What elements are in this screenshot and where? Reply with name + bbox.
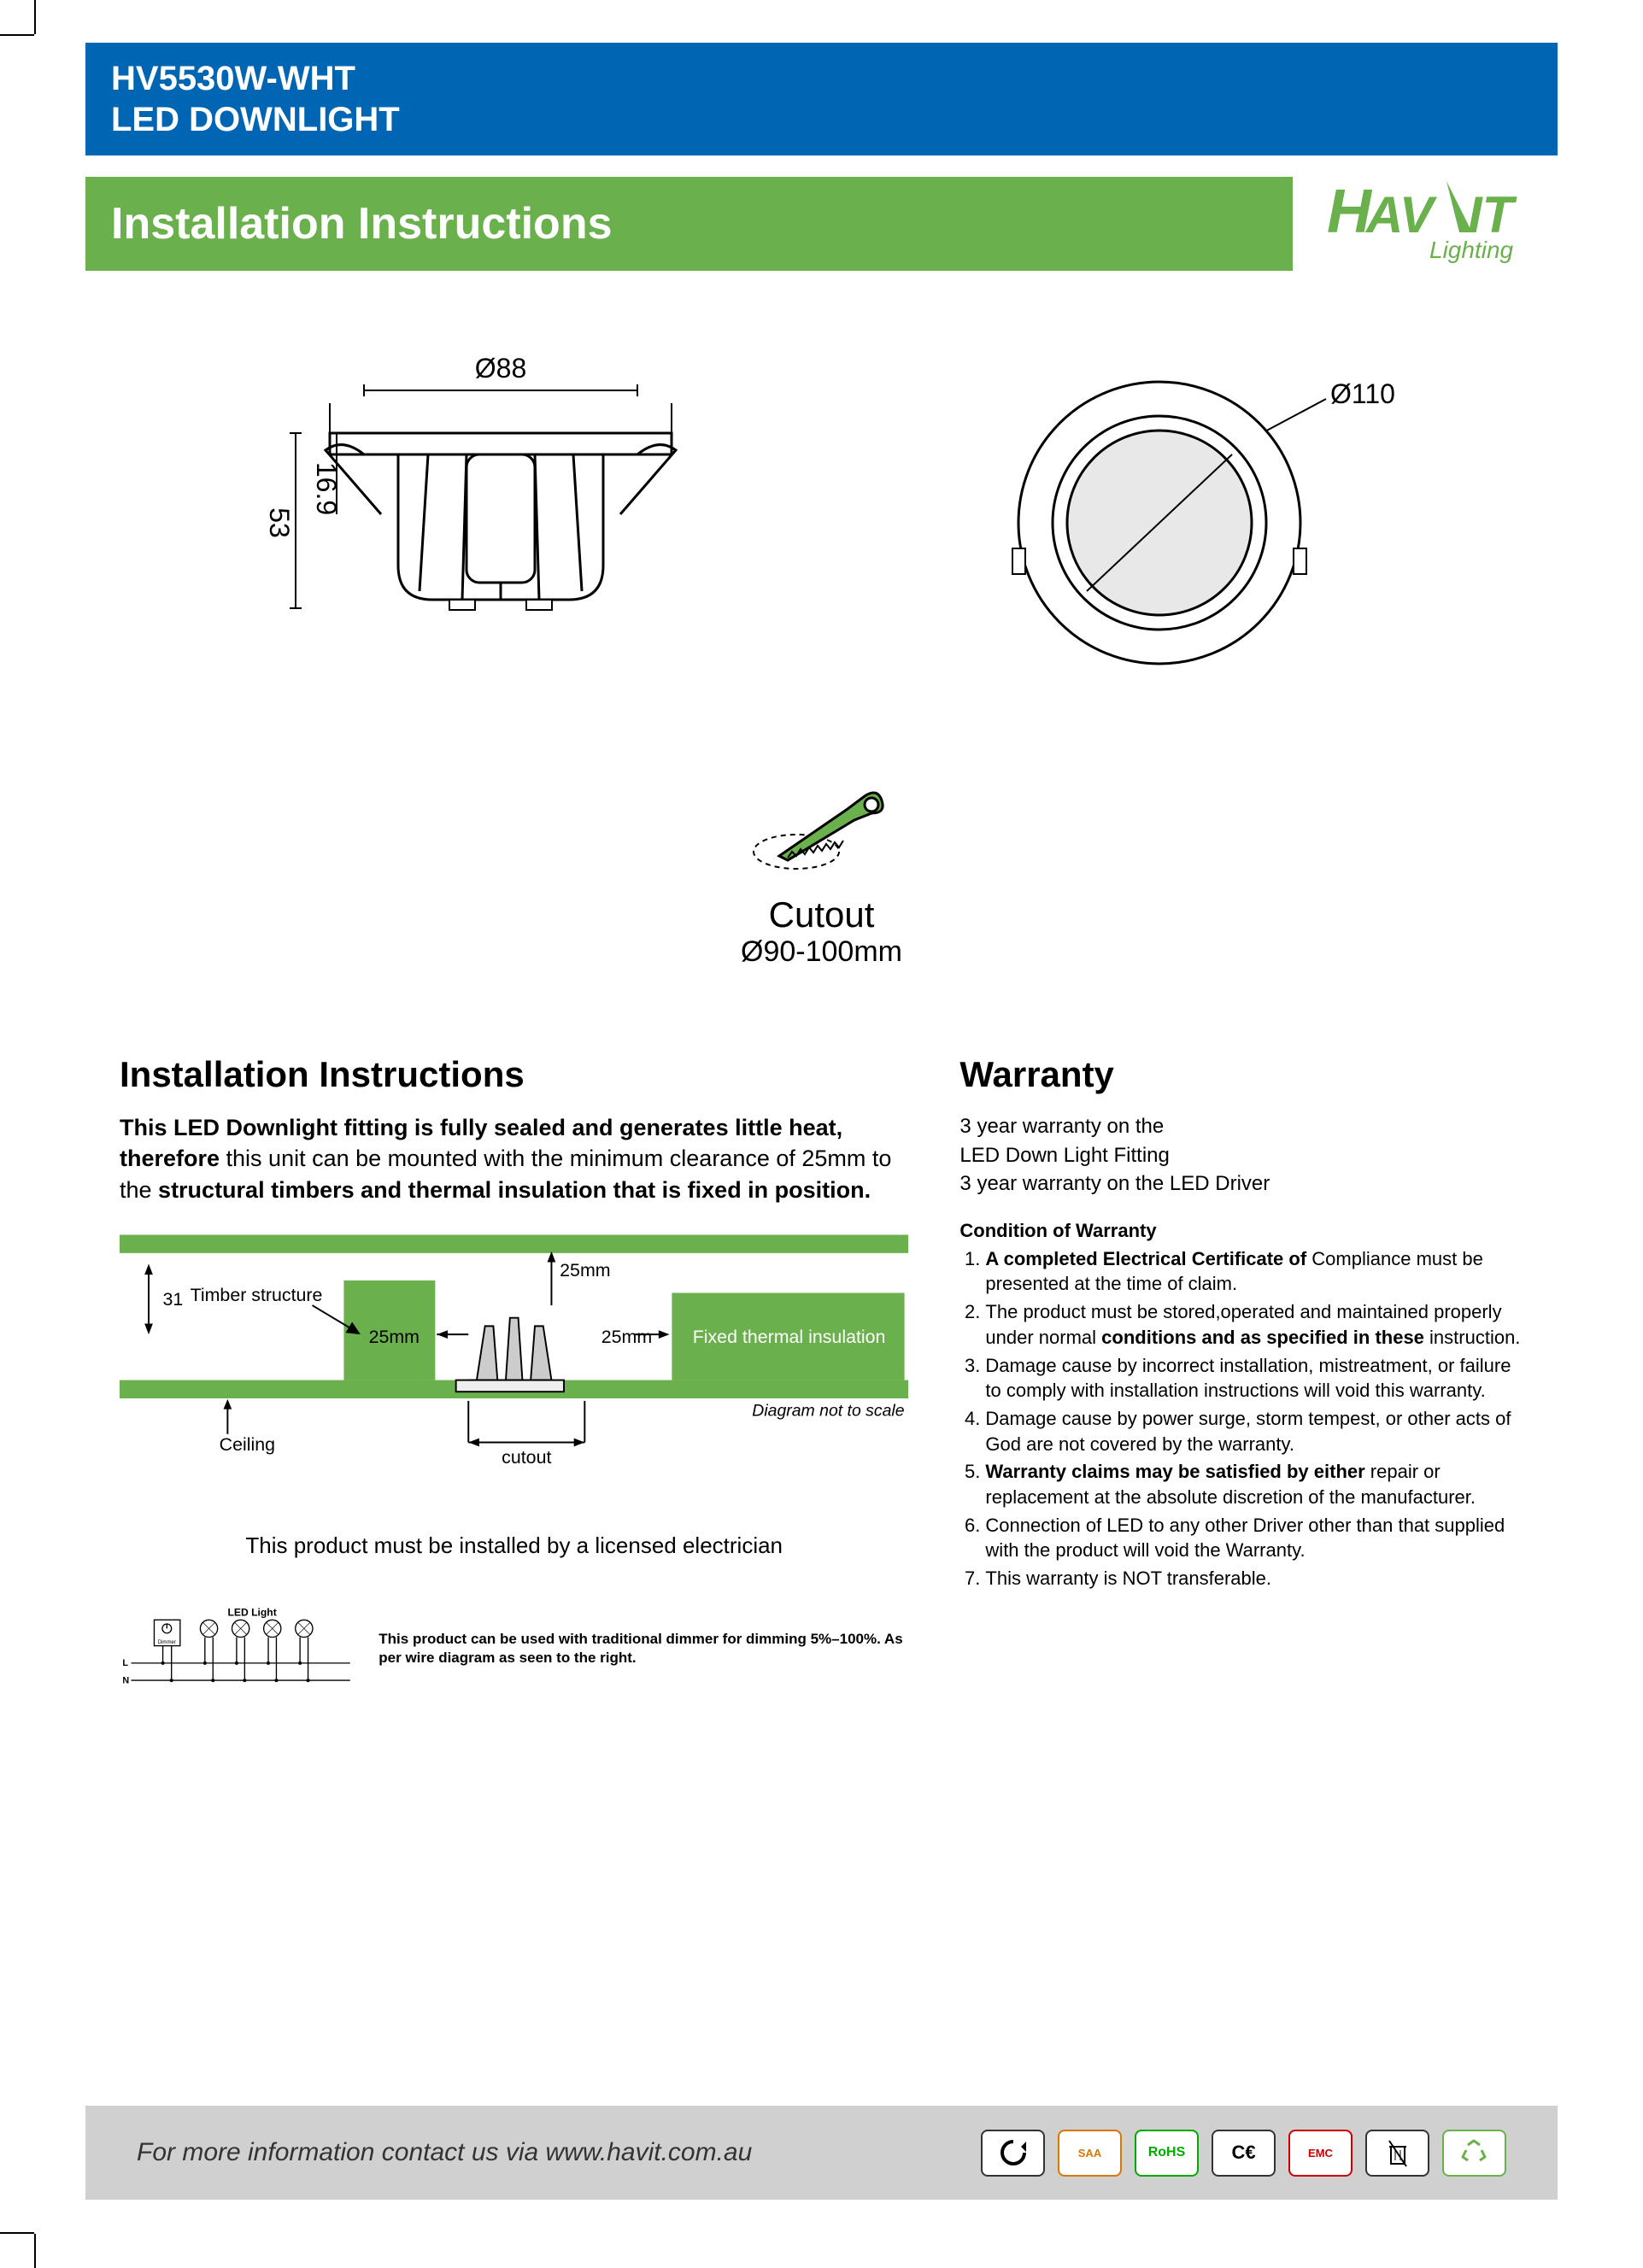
svg-text:N: N [122, 1676, 129, 1686]
svg-text:LED Light: LED Light [228, 1607, 277, 1619]
svg-text:25mm: 25mm [369, 1327, 420, 1347]
conditions-title: Condition of Warranty [959, 1220, 1523, 1242]
dimension-diagrams: Ø88 53 16.9 Ø [85, 352, 1558, 677]
clearance-diagram: 31 Timber structure 25mm 25mm 25mm [120, 1231, 908, 1504]
svg-text:53: 53 [264, 507, 295, 538]
svg-text:Dimmer: Dimmer [158, 1640, 176, 1645]
rohs-badge: RoHS [1135, 2130, 1199, 2177]
ce-badge: C€ [1212, 2130, 1276, 2177]
emc-badge: EMC [1288, 2130, 1353, 2177]
footer: For more information contact us via www.… [85, 2106, 1558, 2200]
svg-text:25mm: 25mm [560, 1260, 610, 1281]
cutout-section: Cutout Ø90-100mm [85, 779, 1558, 969]
recycle-badge [1442, 2130, 1506, 2177]
svg-text:L: L [122, 1659, 128, 1669]
svg-text:Ø110: Ø110 [1330, 378, 1395, 409]
svg-text:Ceiling: Ceiling [220, 1435, 275, 1456]
side-view-diagram: Ø88 53 16.9 [244, 352, 757, 677]
front-view-diagram: Ø110 [971, 352, 1399, 677]
wiring-note: This product can be used with traditiona… [378, 1630, 908, 1667]
cutout-value: Ø90-100mm [85, 935, 1558, 969]
footer-contact: For more information contact us via www.… [137, 2138, 752, 2167]
wiring-diagram: LED Light Dimmer [120, 1585, 361, 1713]
wiring-diagram-block: LED Light Dimmer [120, 1585, 908, 1713]
svg-text:Diagram not to scale: Diagram not to scale [752, 1402, 904, 1421]
header-blue-bar: HV5530W-WHT LED DOWNLIGHT [85, 43, 1558, 155]
svg-text:Timber structure: Timber structure [191, 1286, 323, 1306]
electrician-note: This product must be installed by a lice… [120, 1533, 908, 1559]
product-code: HV5530W-WHT [111, 58, 1532, 99]
cutout-label: Cutout [85, 894, 1558, 935]
warranty-summary: 3 year warranty on the LED Down Light Fi… [959, 1112, 1523, 1198]
ctick-badge [981, 2130, 1045, 2177]
havit-logo: H AV IT Lighting [1318, 155, 1558, 284]
install-intro: This LED Downlight fitting is fully seal… [120, 1112, 908, 1205]
svg-text:Fixed thermal insulation: Fixed thermal insulation [693, 1327, 886, 1347]
install-title: Installation Instructions [120, 1054, 908, 1095]
svg-text:AV: AV [1364, 186, 1438, 243]
certification-badges: SAA RoHS C€ EMC [981, 2130, 1506, 2177]
svg-text:Ø88: Ø88 [475, 353, 526, 384]
svg-text:31: 31 [163, 1289, 184, 1310]
svg-text:cutout: cutout [502, 1447, 551, 1468]
bin-badge [1365, 2130, 1429, 2177]
document-title: Installation Instructions [85, 177, 1293, 271]
cutout-saw-icon [745, 779, 899, 882]
product-type: LED DOWNLIGHT [111, 99, 1532, 140]
saa-badge: SAA [1058, 2130, 1122, 2177]
svg-text:Lighting: Lighting [1429, 237, 1514, 263]
conditions-list: A completed Electrical Certificate of Co… [959, 1246, 1523, 1591]
warranty-title: Warranty [959, 1054, 1523, 1095]
svg-text:IT: IT [1468, 186, 1517, 243]
svg-text:25mm: 25mm [601, 1327, 652, 1347]
